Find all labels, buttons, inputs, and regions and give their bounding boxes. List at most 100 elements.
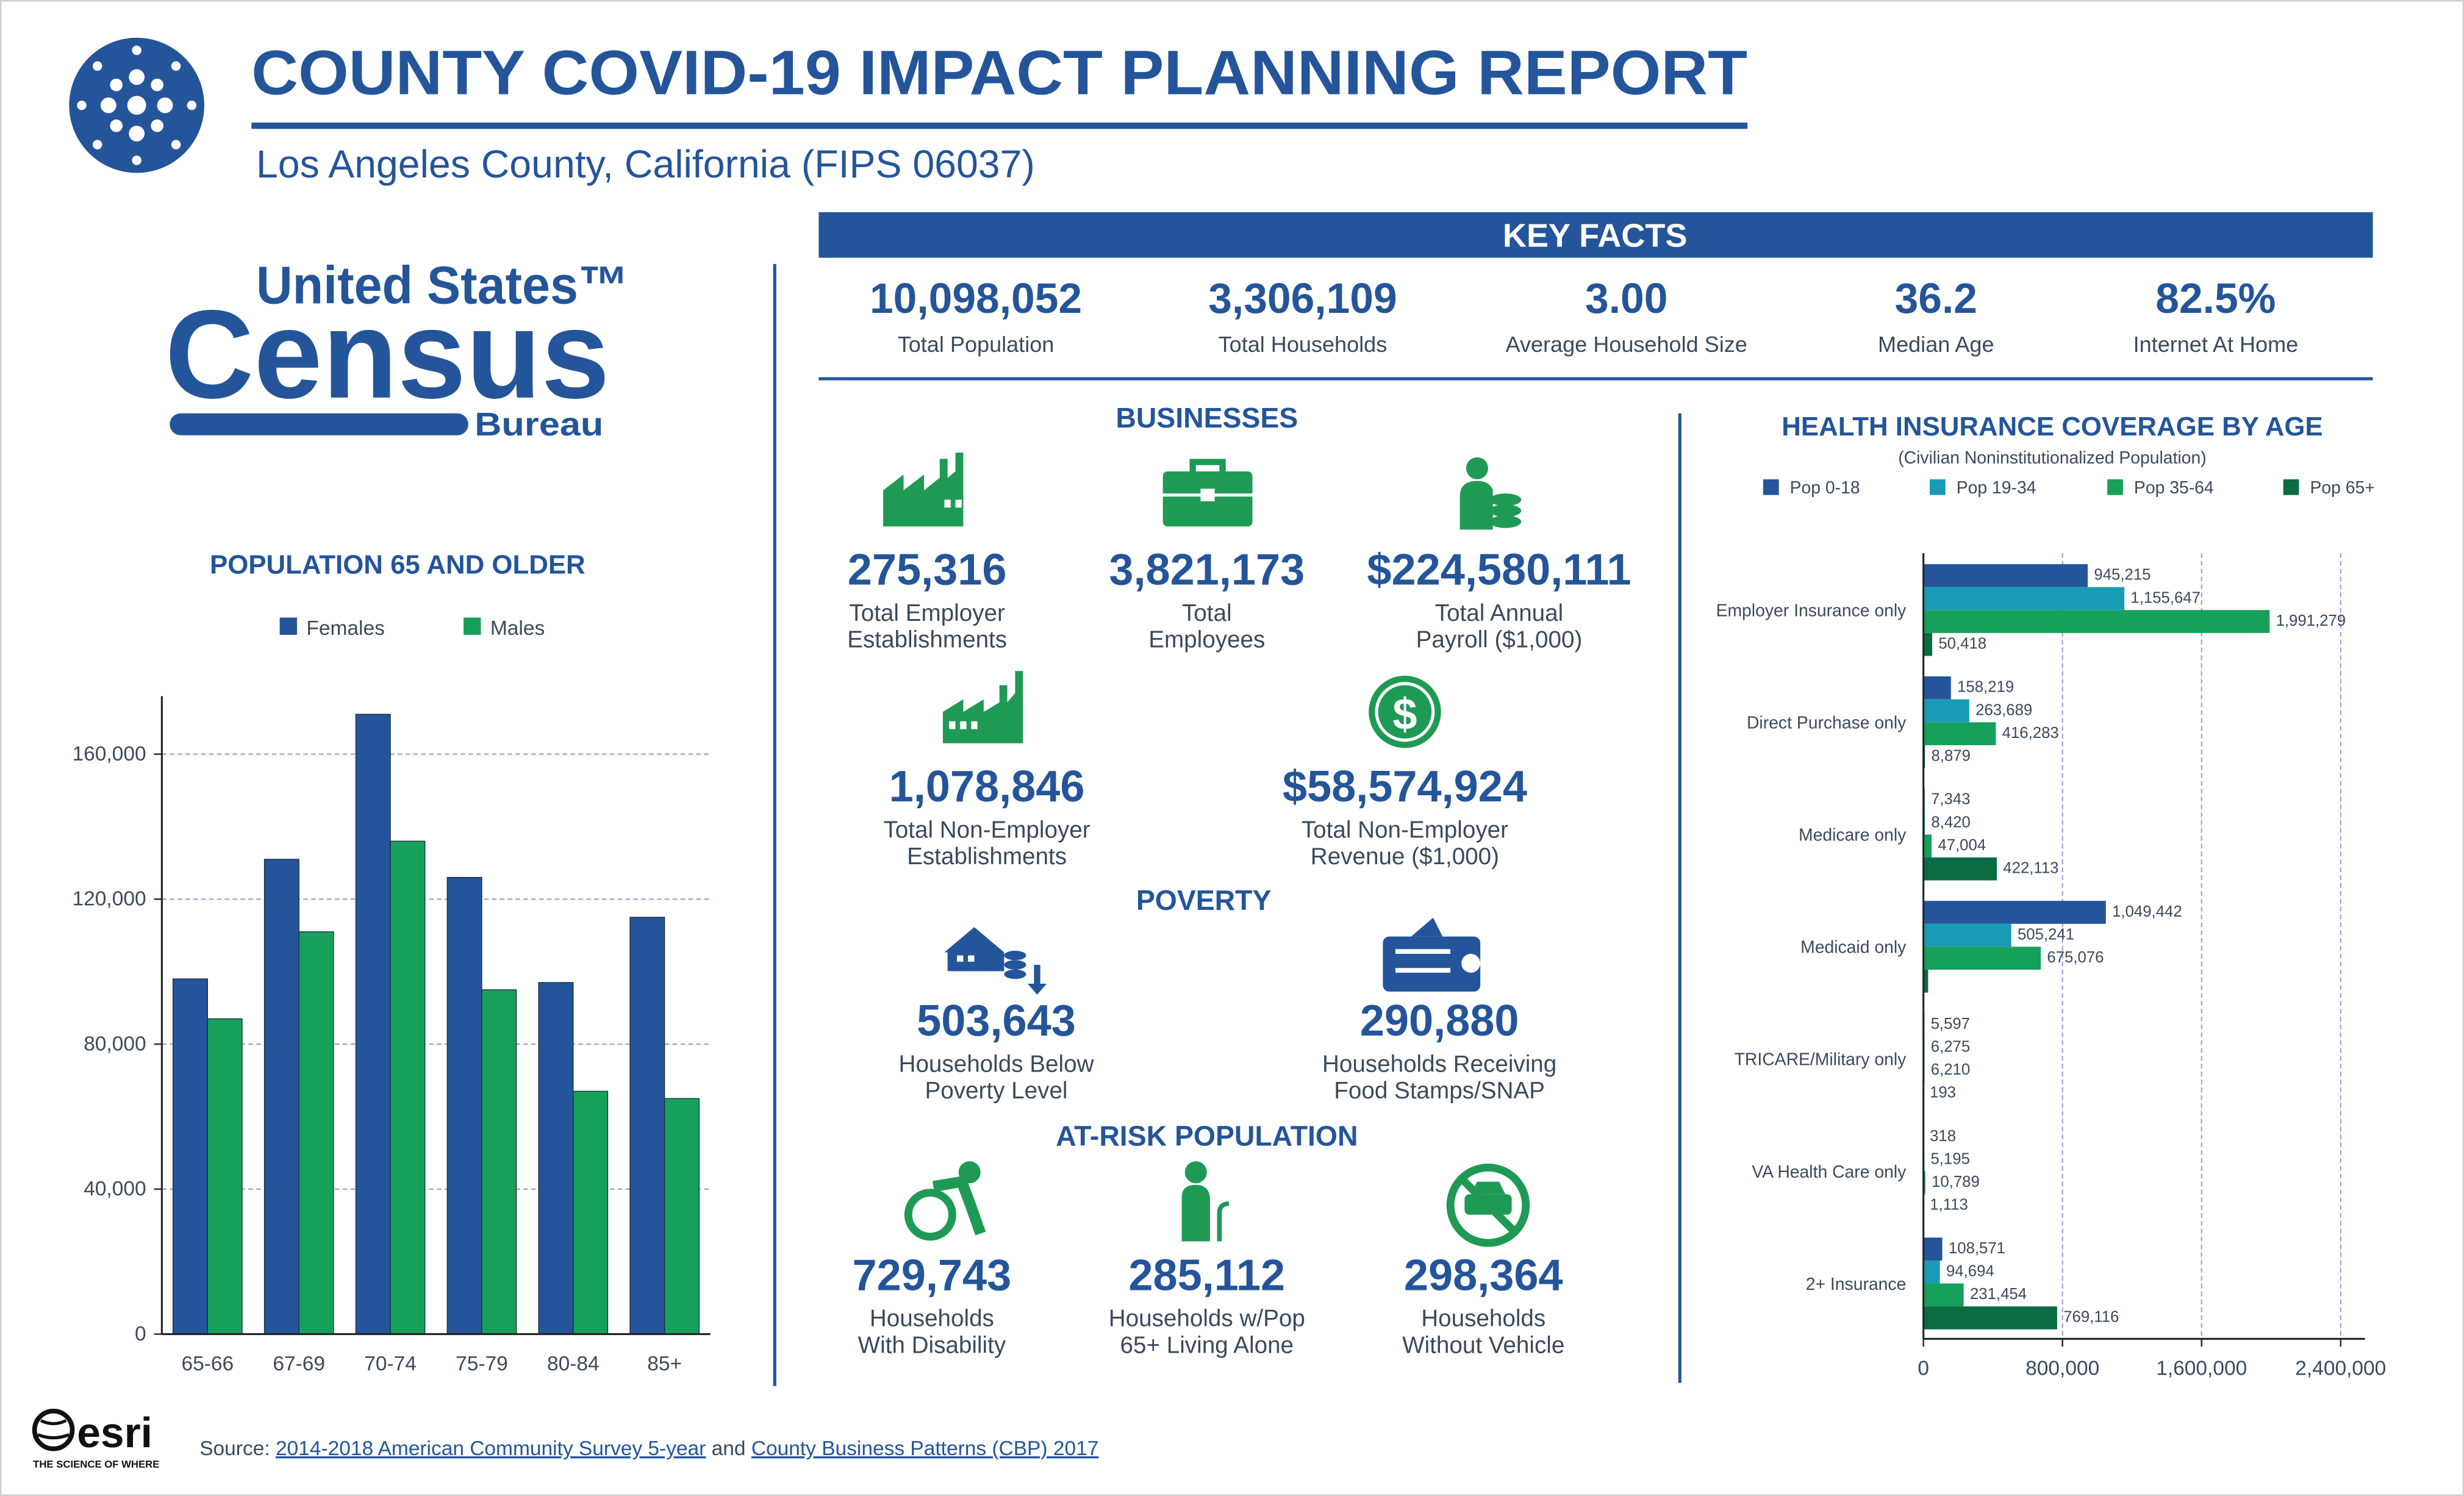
value-label: 193 [1930, 1084, 1956, 1101]
bar [446, 877, 482, 1335]
legend-label: Males [490, 617, 545, 640]
wheelchair-icon [904, 1161, 986, 1241]
stat-label: Revenue ($1,000) [1311, 843, 1499, 870]
legend-label: Pop 19-34 [1957, 478, 2036, 498]
stat-label: Total Annual [1435, 600, 1563, 626]
bar [390, 840, 426, 1335]
bar [207, 1018, 243, 1335]
legend-label: Females [306, 617, 384, 640]
chart-insurance: HEALTH INSURANCE COVERAGE BY AGE (Civili… [1716, 412, 2387, 1380]
chart-population: POPULATION 65 AND OLDER 0 40,000 80,000 120… [73, 550, 711, 1375]
legend-swatch [2283, 479, 2299, 495]
value-label: 945,215 [2094, 567, 2151, 584]
x-tick-label: 80-84 [547, 1353, 600, 1375]
esri-logo: esri THE SCIENCE OF WHERE [32, 1408, 159, 1470]
section-title: BUSINESSES [1116, 402, 1298, 434]
bar [1923, 676, 1951, 700]
value-label: 7,343 [1931, 791, 1970, 808]
bar [1923, 610, 2270, 633]
y-tick-label: 0 [135, 1323, 146, 1345]
stat-label: Employees [1148, 627, 1265, 653]
value-label: 6,275 [1931, 1038, 1970, 1055]
value-label: 1,155,647 [2130, 589, 2201, 606]
stat-value: 1,078,846 [889, 762, 1085, 811]
stat-value: $224,580,111 [1367, 546, 1631, 595]
source-link[interactable]: 2014-2018 American Community Survey 5-ye… [276, 1437, 706, 1460]
bar [1923, 699, 1969, 723]
bar [1923, 923, 2011, 947]
legend-swatch [2107, 479, 2123, 495]
census-logo-line1: United States™ [256, 255, 629, 315]
value-label: 8,879 [1932, 748, 1971, 765]
dollar-icon: $ [1369, 675, 1441, 748]
stat-label: Poverty Level [925, 1078, 1068, 1104]
bar [1923, 632, 1933, 656]
key-fact-value: 3,306,109 [1208, 274, 1397, 322]
bar [298, 931, 334, 1335]
value-label: 769,116 [2063, 1309, 2119, 1326]
stat-label: Total Non-Employer [1302, 817, 1508, 843]
bar [1923, 947, 2041, 970]
section-title: AT-RISK POPULATION [1056, 1120, 1358, 1151]
value-label: 50,418 [1938, 635, 1986, 653]
y-tick-label: 120,000 [73, 888, 146, 911]
section-title: POVERTY [1136, 884, 1272, 916]
key-fact-value: 36.2 [1895, 274, 1977, 322]
source-link[interactable]: County Business Patterns (CBP) 2017 [751, 1437, 1099, 1460]
stat-label: Households [870, 1306, 994, 1332]
legend-swatch [279, 617, 297, 635]
key-facts-banner [818, 212, 2373, 258]
bar [629, 917, 665, 1335]
chart-title: HEALTH INSURANCE COVERAGE BY AGE [1782, 412, 2323, 442]
y-tick-label: Direct Purchase only [1747, 714, 1907, 733]
key-facts: 10,098,052 Total Population 3,306,109 Total… [870, 274, 2298, 357]
x-tick-label: 1,600,000 [2156, 1358, 2247, 1380]
key-fact-label: Total Population [898, 332, 1055, 357]
key-fact-label: Internet At Home [2133, 332, 2299, 357]
y-tick-label: 80,000 [84, 1033, 146, 1055]
value-label: 1,113 [1930, 1197, 1968, 1214]
stat-label: Total Non-Employer [883, 817, 1090, 843]
bar [355, 714, 391, 1335]
stat-value: 275,316 [848, 546, 1007, 595]
stat-label: Households [1421, 1306, 1545, 1332]
bar [1923, 1283, 1964, 1307]
stat-value: $58,574,924 [1283, 762, 1527, 811]
value-label: 108,571 [1949, 1240, 2005, 1257]
key-fact-label: Median Age [1878, 332, 1994, 357]
chart-subtitle: (Civilian Noninstitutionalized Populatio… [1898, 448, 2206, 468]
value-label: 318 [1930, 1128, 1956, 1145]
wallet-icon [1383, 917, 1481, 992]
elderly-icon [1181, 1161, 1230, 1242]
source: Source: 2014-2018 American Community Sur… [199, 1437, 1098, 1460]
y-tick-label: 2+ Insurance [1806, 1275, 1907, 1294]
value-label: 10,789 [1932, 1173, 1980, 1190]
bar [1923, 564, 2088, 587]
legend-label: Pop 0-18 [1790, 478, 1860, 498]
report-title: COUNTY COVID-19 IMPACT PLANNING REPORT [251, 38, 1747, 108]
value-label: 505,241 [2018, 926, 2074, 943]
stat-value: 503,643 [917, 997, 1076, 1045]
x-tick-label: 70-74 [364, 1353, 417, 1375]
census-logo-line3: Bureau [475, 406, 603, 443]
value-label: 675,076 [2047, 949, 2104, 966]
bar [1923, 587, 2125, 610]
stat-label: Establishments [847, 627, 1007, 653]
esri-name: esri [77, 1409, 152, 1456]
value-label: 1,991,279 [2276, 612, 2346, 629]
x-tick-label: 85+ [647, 1353, 682, 1375]
bar [1923, 1237, 1943, 1261]
stat-value: 285,112 [1128, 1251, 1285, 1300]
bar [1923, 970, 1929, 993]
title-rule [251, 123, 1748, 129]
stat-value: 3,821,173 [1109, 546, 1305, 595]
value-label: 422,113 [2003, 860, 2058, 877]
no-vehicle-icon [1446, 1163, 1530, 1247]
chart-title: POPULATION 65 AND OLDER [210, 550, 586, 580]
bar [538, 982, 574, 1335]
